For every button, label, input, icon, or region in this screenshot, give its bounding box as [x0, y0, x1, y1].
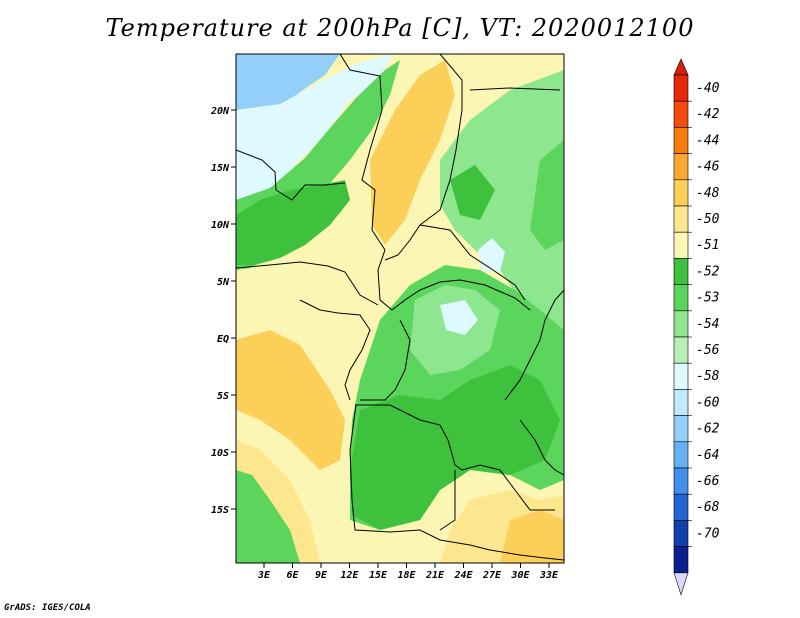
- colorbar-swatch: [673, 258, 689, 285]
- colorbar-label: -66: [696, 474, 720, 489]
- colorbar-label: -51: [696, 238, 719, 253]
- colorbar-label: -54: [696, 317, 719, 332]
- field-blue-nw: [236, 54, 340, 118]
- lat-tick-label: EQ: [217, 334, 229, 345]
- lon-tick-label: 6E: [286, 570, 299, 581]
- colorbar-swatch: [673, 362, 689, 390]
- lat-tick-label: 5S: [217, 391, 229, 402]
- field-yellow-west: [236, 330, 345, 470]
- longitude-axis: 3E 6E 9E 12E 15E 18E 21E 24E 27E 30E 33E: [257, 563, 559, 581]
- colorbar-label: -58: [696, 369, 720, 384]
- colorbar-swatch: [673, 179, 689, 207]
- field-cyan-central: [440, 300, 478, 335]
- map-frame: [235, 53, 565, 564]
- colorbar-label: -68: [696, 500, 720, 515]
- colorbar-label: -52: [696, 264, 720, 279]
- colorbar-label: -70: [696, 526, 720, 541]
- lon-tick-label: 12E: [340, 570, 359, 581]
- colorbar-swatch: [673, 336, 689, 364]
- colorbar-swatch: [673, 153, 689, 181]
- lat-tick-label: 10N: [211, 220, 230, 231]
- colorbar-swatch: [673, 389, 689, 416]
- latitude-axis: 20N 15N 10N 5N EQ 5S 10S 15S: [210, 106, 236, 516]
- colorbar-label: -46: [696, 160, 720, 175]
- colorbar-swatch: [673, 127, 689, 154]
- colorbar-swatch: [673, 415, 689, 443]
- map-title: Temperature at 200hPa [C], VT: 202001210…: [105, 14, 695, 42]
- colorbar-swatch: [673, 284, 689, 312]
- colorbar-swatch: [673, 467, 689, 495]
- colorbar-swatch: [673, 100, 689, 128]
- lat-tick-label: 5N: [217, 277, 230, 288]
- field-green-east: [440, 70, 564, 330]
- temperature-field: [236, 54, 564, 563]
- field-green-dark-nw: [236, 180, 350, 265]
- field-green-central-dark: [350, 365, 560, 530]
- lon-tick-label: 21E: [425, 570, 445, 581]
- colorbar: -40 -42 -44 -46 -48 -50 -51 -52 -53 -54 -56 -58 -60 -…: [673, 58, 720, 596]
- field-cyan-nw: [236, 54, 392, 200]
- colorbar-top-cap: [673, 58, 689, 76]
- lat-tick-label: 20N: [210, 106, 230, 117]
- colorbar-swatch: [673, 310, 689, 338]
- colorbar-swatch: [673, 231, 689, 259]
- lon-tick-label: 3E: [257, 570, 271, 581]
- colorbar-swatch: [673, 74, 689, 102]
- colorbar-label: -50: [696, 212, 720, 227]
- colorbar-label: -60: [696, 395, 720, 410]
- colorbar-label: -64: [696, 448, 719, 463]
- field-green-east-dark2: [450, 165, 495, 220]
- lon-tick-label: 15E: [369, 570, 388, 581]
- colorbar-label: -56: [696, 343, 720, 358]
- lon-tick-label: 24E: [453, 570, 473, 581]
- field-yellow-north: [370, 60, 455, 245]
- colorbar-label: -48: [696, 186, 720, 201]
- colorbar-label: -44: [696, 133, 719, 148]
- colorbar-label: -40: [696, 81, 720, 96]
- field-cyan-east: [478, 238, 505, 272]
- colorbar-swatch: [673, 546, 689, 574]
- colorbar-swatch: [673, 493, 689, 521]
- colorbar-bottom-cap: [673, 572, 689, 596]
- colorbar-swatch: [673, 520, 689, 547]
- field-green-sw: [236, 470, 300, 563]
- lon-tick-label: 18E: [397, 570, 416, 581]
- colorbar-label: -62: [696, 422, 720, 437]
- lat-tick-label: 15S: [211, 505, 229, 516]
- grads-credit: GrADS: IGES/COLA: [4, 603, 91, 613]
- lon-tick-label: 30E: [510, 570, 530, 581]
- lat-tick-label: 10S: [211, 448, 229, 459]
- country-borders: [236, 54, 564, 561]
- colorbar-label: -53: [696, 291, 719, 306]
- colorbar-swatch: [673, 441, 689, 469]
- colorbar-swatch: [673, 205, 689, 233]
- lon-tick-label: 27E: [482, 570, 502, 581]
- colorbar-label: -42: [696, 107, 720, 122]
- lon-tick-label: 33E: [539, 570, 559, 581]
- field-green-east-dark: [530, 140, 564, 250]
- lat-tick-label: 15N: [211, 163, 230, 174]
- field-yellow-se2: [500, 510, 564, 563]
- lon-tick-label: 9E: [315, 570, 328, 581]
